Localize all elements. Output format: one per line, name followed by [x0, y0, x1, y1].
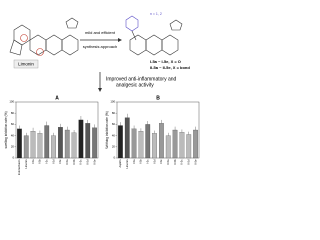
- bar: [118, 125, 123, 159]
- y-tick-label: 80: [112, 111, 116, 115]
- arrow-head: [98, 88, 102, 92]
- x-tick-label: II-5d: [186, 159, 190, 165]
- bar: [179, 132, 185, 159]
- x-tick-label: I-5e: [58, 159, 62, 164]
- arrow-text: mild and efficient: [85, 30, 116, 35]
- n-label: n = 1, 2: [150, 12, 162, 16]
- label-box: [13, 59, 39, 69]
- bar: [186, 134, 192, 159]
- y-tick-label: 40: [11, 133, 15, 137]
- x-tick-label: II-5d: [85, 159, 89, 165]
- bar: [92, 127, 97, 159]
- plot-frame: [15, 101, 99, 159]
- arrow-text: synthesis approach: [83, 44, 117, 49]
- bar: [78, 119, 84, 159]
- limonin-structure: [9, 17, 79, 56]
- chart-title: B: [156, 95, 160, 101]
- series-label: II-5a ~ II-5e, X = bond: [150, 65, 190, 70]
- product-structure: [125, 15, 183, 56]
- x-tick-label: II-5a: [166, 159, 170, 165]
- y-tick-label: 80: [11, 111, 15, 115]
- x-tick-label: I-5d: [51, 159, 55, 164]
- chart-title: A: [55, 95, 59, 101]
- y-tick-label: 40: [112, 133, 116, 137]
- plot-frame: [116, 101, 200, 159]
- x-tick-label: I-5c: [44, 159, 48, 164]
- x-tick-label: I-5b: [139, 159, 143, 164]
- x-tick-label: II-5e: [92, 159, 96, 165]
- graphical-abstract: Limonin mild and efficient synthesis app…: [4, 12, 200, 175]
- result-text: analgesic activity: [116, 82, 154, 88]
- bar: [172, 129, 178, 159]
- bar: [23, 135, 29, 159]
- x-tick-label: II-5b: [72, 159, 76, 165]
- bar: [193, 129, 198, 159]
- arrow-head: [118, 38, 122, 42]
- y-tick-label: 0: [113, 156, 115, 160]
- bar: [44, 125, 50, 159]
- bar: [30, 131, 36, 159]
- x-tick-label: I-5e: [159, 159, 163, 164]
- x-tick-label: II-5c: [79, 159, 83, 165]
- y-tick-label: 60: [112, 122, 116, 126]
- x-tick-label: I-5b: [38, 159, 42, 164]
- compound-label: Limonin: [18, 62, 34, 67]
- bar: [145, 124, 151, 159]
- y-axis-label: swelling inhibition rate (%): [4, 111, 8, 148]
- bar: [58, 127, 63, 159]
- x-tick-label: I-5a: [31, 159, 35, 164]
- x-tick-label: Aspirin: [118, 159, 122, 167]
- x-tick-label: II-5c: [180, 159, 184, 165]
- x-tick-label: II-5b: [173, 159, 177, 165]
- bar: [17, 128, 22, 159]
- y-tick-label: 20: [112, 145, 116, 149]
- y-tick-label: 20: [11, 145, 15, 149]
- x-tick-label: I-5d: [152, 159, 156, 164]
- series-label: I-5a ~ I-5e, X = O: [150, 59, 181, 64]
- x-tick-label: II-5a: [65, 159, 69, 165]
- bar: [37, 133, 43, 159]
- bar: [165, 135, 171, 159]
- x-tick-label: II-5e: [193, 159, 197, 165]
- y-tick-label: 60: [11, 122, 15, 126]
- x-tick-label: Limonin: [125, 159, 129, 169]
- bar: [124, 117, 130, 159]
- bar: [131, 128, 137, 159]
- y-tick-label: 100: [110, 100, 115, 104]
- bar: [71, 132, 77, 159]
- x-tick-label: Limonin: [24, 159, 28, 169]
- y-tick-label: 0: [12, 156, 14, 160]
- bar: [85, 123, 91, 159]
- bar: [51, 135, 56, 159]
- result-text: Improved anti-inflammatory and: [106, 76, 177, 82]
- page: {"scheme":{"left_label":"Limonin","arrow…: [3, 11, 200, 176]
- bar: [152, 133, 157, 159]
- x-tick-label: I-5c: [145, 159, 149, 164]
- x-tick-label: Indomethacin: [17, 159, 21, 175]
- bar: [159, 123, 164, 159]
- x-tick-label: I-5a: [132, 159, 136, 164]
- bar: [138, 131, 144, 159]
- bar: [64, 129, 70, 159]
- y-tick-label: 100: [9, 100, 14, 104]
- y-axis-label: Writhing inhibition rate (%): [105, 111, 109, 148]
